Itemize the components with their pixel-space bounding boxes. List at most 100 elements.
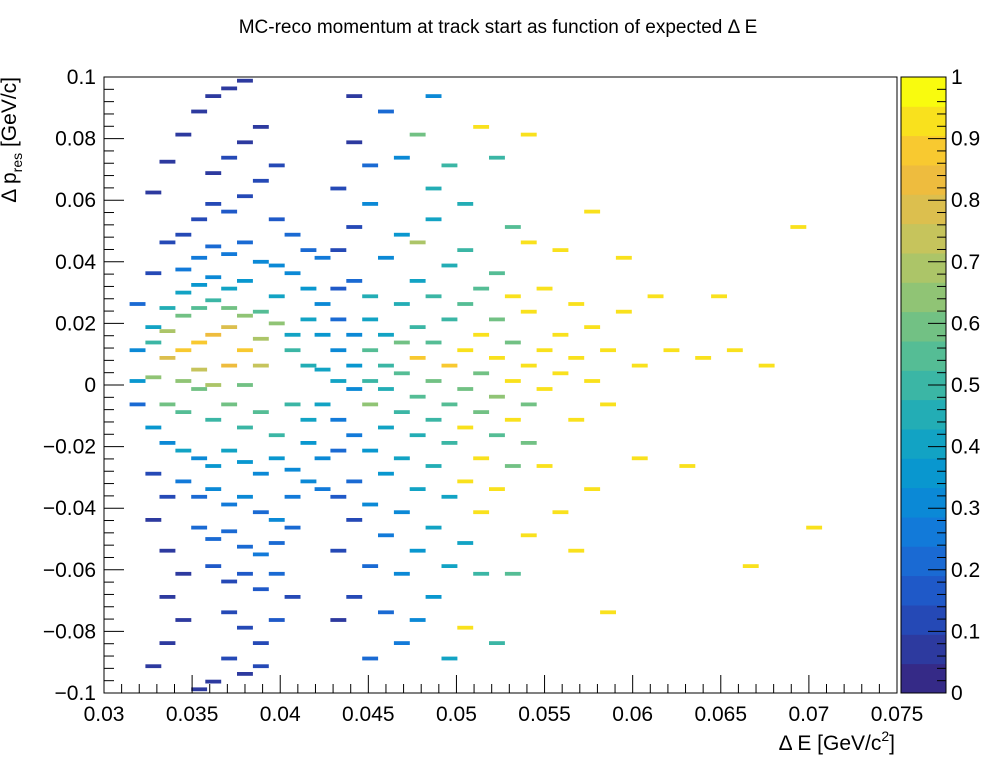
heatmap-bin	[425, 595, 442, 599]
y-tick-label: −0.04	[43, 497, 96, 520]
heatmap-bin	[268, 217, 285, 222]
heatmap-bin	[378, 387, 394, 391]
heatmap-bin	[600, 402, 616, 407]
y-tick-label: 0.08	[55, 128, 96, 151]
heatmap-bin	[268, 321, 285, 326]
heatmap-bin	[221, 402, 238, 407]
heatmap-bin	[300, 363, 317, 368]
color-scale-swatch	[901, 311, 946, 342]
heatmap-bin	[205, 244, 222, 249]
heatmap-bin	[520, 363, 537, 368]
heatmap-bin	[362, 402, 379, 407]
heatmap-bin	[129, 379, 146, 383]
heatmap-bin	[191, 283, 208, 287]
color-scale-swatch	[901, 605, 946, 635]
heatmap-bin	[552, 371, 569, 376]
heatmap-bin	[237, 460, 253, 464]
heatmap-bin	[284, 402, 301, 407]
heatmap-bin	[237, 494, 253, 499]
heatmap-bin	[393, 571, 410, 576]
color-scale-swatch	[901, 253, 946, 283]
heatmap-bin	[520, 240, 537, 245]
heatmap-bin	[159, 240, 176, 245]
heatmap-bin	[159, 356, 176, 360]
heatmap-bin	[129, 348, 146, 353]
plot-area	[103, 76, 898, 694]
heatmap-bin	[489, 641, 505, 645]
heatmap-bin	[362, 202, 379, 206]
heatmap-bin	[300, 417, 317, 422]
heatmap-bin	[252, 664, 269, 669]
heatmap-bin	[393, 155, 410, 160]
x-tick-label: 0.06	[612, 703, 653, 726]
heatmap-bin	[473, 332, 490, 337]
heatmap-bin	[489, 433, 505, 438]
heatmap-bin	[221, 286, 238, 291]
heatmap-bin	[330, 348, 347, 353]
heatmap-bin	[330, 186, 347, 191]
heatmap-bin	[191, 367, 208, 372]
heatmap-bin	[362, 163, 379, 168]
heatmap-bin	[600, 348, 616, 353]
heatmap-bin	[268, 518, 285, 522]
heatmap-bin	[457, 348, 474, 353]
heatmap-bin	[221, 529, 238, 534]
heatmap-bin	[362, 564, 379, 568]
color-scale-axis: 0 0.1 0.2 0.3 0.4 0.5 0.6 0.7 0.8 0.9 1	[928, 66, 981, 705]
heatmap-bin	[409, 394, 426, 399]
heatmap-bin	[175, 571, 192, 576]
heatmap-bin	[536, 387, 553, 391]
heatmap-bin	[159, 159, 176, 164]
heatmap-bin	[314, 367, 331, 372]
heatmap-bin	[600, 610, 616, 615]
heatmap-bin	[175, 267, 192, 272]
heatmap-bin	[268, 571, 285, 576]
heatmap-bin	[145, 271, 162, 276]
heatmap-bin	[252, 336, 269, 341]
heatmap-bin	[362, 448, 379, 453]
heatmap-bin	[252, 552, 269, 557]
heatmap-bin	[346, 387, 363, 391]
heatmap-bin	[536, 464, 553, 468]
heatmap-bin	[473, 410, 490, 414]
heatmap-bin	[205, 487, 222, 491]
heatmap-bin	[504, 464, 521, 468]
z-tick-label: 0.1	[951, 620, 980, 643]
x-tick-label: 0.075	[871, 703, 924, 726]
heatmap-bin	[520, 309, 537, 314]
heatmap-bin	[473, 571, 490, 576]
heatmap-bin	[252, 471, 269, 476]
heatmap-bin	[221, 502, 238, 507]
heatmap-bin	[221, 610, 238, 615]
heatmap-bin	[552, 510, 569, 515]
heatmap-bin	[252, 178, 269, 183]
heatmap-bin	[205, 332, 222, 337]
heatmap-bin	[441, 564, 458, 568]
heatmap-bin	[221, 86, 238, 91]
heatmap-bin	[252, 510, 269, 515]
heatmap-bin	[520, 132, 537, 137]
heatmap-bin	[237, 140, 253, 145]
heatmap-bin	[237, 571, 253, 576]
heatmap-bin	[330, 494, 347, 499]
heatmap-bin	[552, 332, 569, 337]
heatmap-bin	[552, 248, 569, 252]
heatmap-bin	[330, 448, 347, 453]
heatmap-bin	[711, 294, 727, 299]
heatmap-bin	[457, 541, 474, 545]
heatmap-bin	[252, 587, 269, 592]
x-tick-label: 0.055	[518, 703, 571, 726]
heatmap-bin	[663, 348, 680, 353]
heatmap-bin	[457, 302, 474, 306]
color-scale-swatch	[901, 575, 946, 606]
heatmap-bin	[425, 186, 442, 191]
heatmap-bin	[457, 425, 474, 430]
heatmap-bin	[129, 402, 146, 407]
heatmap-bin	[268, 263, 285, 268]
heatmap-bin	[457, 248, 474, 252]
heatmap-bin	[175, 479, 192, 484]
heatmap-bin	[237, 240, 253, 245]
heatmap-bin	[409, 356, 426, 360]
heatmap-bins	[129, 78, 823, 692]
heatmap-bin	[191, 687, 208, 692]
